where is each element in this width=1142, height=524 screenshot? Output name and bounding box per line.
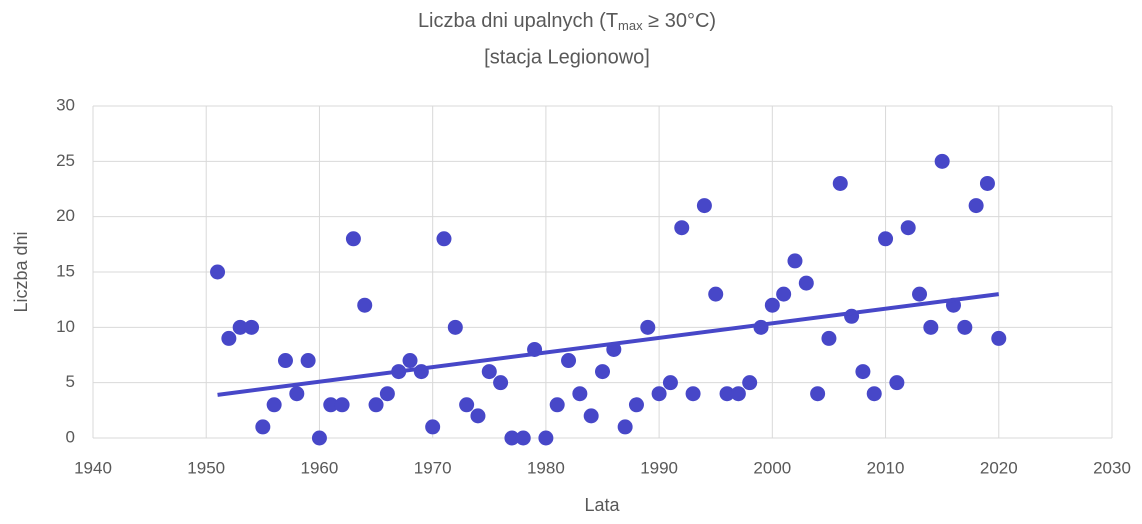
chart-title: Liczba dni upalnych (Tmax ≥ 30°C): [418, 10, 716, 33]
point: [549, 397, 565, 413]
point: [379, 386, 395, 402]
x-tick-label: 2010: [867, 458, 905, 477]
point: [696, 198, 712, 214]
point: [957, 319, 973, 335]
point: [810, 386, 826, 402]
point: [244, 319, 260, 335]
y-tick-label: 30: [56, 95, 75, 114]
point: [436, 231, 452, 247]
point: [787, 253, 803, 269]
point: [878, 231, 894, 247]
point: [685, 386, 701, 402]
point: [979, 175, 995, 191]
point: [289, 386, 305, 402]
title-rest: ≥ 30°C): [643, 10, 716, 32]
point: [425, 419, 441, 435]
y-axis-label: Liczba dni: [11, 231, 31, 312]
point: [300, 353, 316, 369]
x-tick-label: 1960: [301, 458, 339, 477]
x-tick-label: 1950: [187, 458, 225, 477]
point: [742, 375, 758, 391]
point: [232, 319, 248, 335]
point: [459, 397, 475, 413]
point: [776, 286, 792, 302]
point: [934, 153, 950, 169]
point: [640, 319, 656, 335]
point: [470, 408, 486, 424]
point: [764, 297, 780, 313]
chart-subtitle: [stacja Legionowo]: [484, 46, 650, 68]
y-tick-label: 25: [56, 151, 75, 170]
point: [311, 430, 327, 446]
point: [821, 330, 837, 346]
trend-line: [217, 292, 1000, 397]
point: [798, 275, 814, 291]
point: [674, 220, 690, 236]
point: [617, 419, 633, 435]
point: [595, 364, 610, 380]
point: [968, 198, 984, 214]
title-text: Liczba dni upalnych (T: [418, 10, 618, 32]
point: [719, 386, 735, 402]
point: [402, 353, 418, 369]
title-subscript: max: [618, 18, 643, 33]
point: [357, 297, 373, 313]
point: [572, 386, 588, 402]
x-tick-label: 1970: [414, 458, 452, 477]
point: [583, 408, 599, 424]
point: [912, 286, 928, 302]
x-tick-label: 1980: [527, 458, 565, 477]
point: [855, 364, 871, 380]
point: [368, 397, 384, 413]
point: [991, 330, 1007, 346]
point: [255, 419, 271, 435]
x-axis-label: Lata: [584, 495, 620, 515]
point: [334, 397, 350, 413]
y-tick-label: 20: [56, 206, 75, 225]
point: [730, 386, 746, 402]
point: [481, 364, 497, 380]
point: [538, 430, 554, 446]
y-tick-label: 10: [56, 317, 75, 336]
point: [832, 175, 848, 191]
x-tick-label: 2030: [1093, 458, 1131, 477]
point: [662, 375, 678, 391]
point: [923, 319, 939, 335]
point: [561, 353, 577, 369]
point: [628, 397, 644, 413]
x-tick-label: 2000: [753, 458, 791, 477]
point: [866, 386, 882, 402]
point: [266, 397, 282, 413]
point: [323, 397, 339, 413]
x-tick-label: 1940: [74, 458, 112, 477]
x-tick-label: 1990: [640, 458, 678, 477]
point: [515, 430, 531, 446]
point: [493, 375, 509, 391]
y-tick-label: 5: [66, 372, 75, 391]
point: [277, 353, 293, 369]
y-tick-label: 15: [56, 261, 75, 280]
point: [708, 286, 724, 302]
point: [345, 231, 361, 247]
point: [504, 430, 520, 446]
point: [221, 330, 237, 346]
point: [900, 220, 916, 236]
point: [210, 264, 226, 280]
y-tick-label: 0: [66, 427, 75, 446]
point: [447, 319, 463, 335]
point: [651, 386, 667, 402]
point: [889, 375, 905, 391]
x-tick-label: 2020: [980, 458, 1018, 477]
